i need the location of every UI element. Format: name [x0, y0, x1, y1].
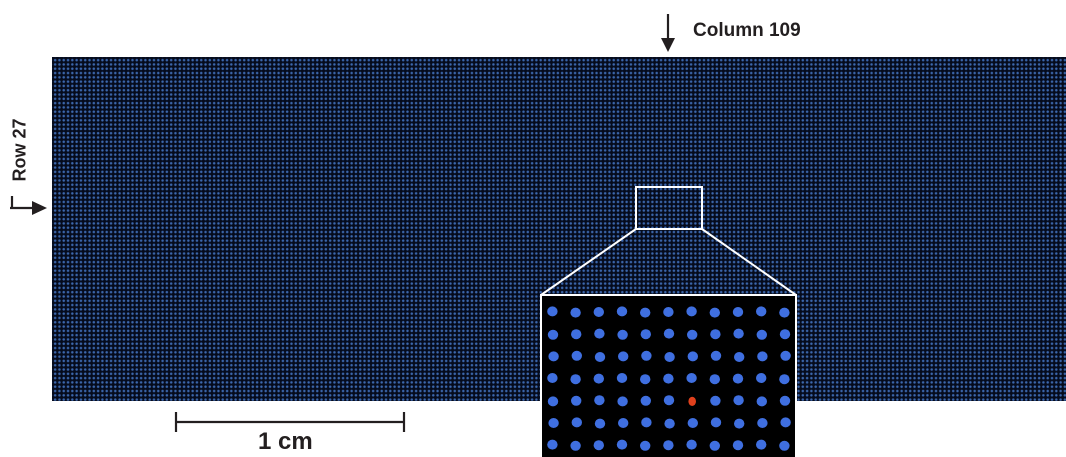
array-spot — [594, 395, 605, 406]
array-spot — [756, 306, 767, 317]
array-spot — [756, 373, 767, 383]
array-spot — [709, 374, 720, 385]
array-spot — [593, 307, 604, 317]
array-spot — [570, 440, 581, 451]
array-spot — [571, 395, 582, 406]
scale-bar-label: 1 cm — [258, 428, 313, 455]
array-spot — [663, 328, 675, 339]
array-spot — [547, 439, 558, 450]
array-spot — [734, 352, 745, 362]
array-spot — [686, 439, 697, 450]
array-spot — [593, 440, 604, 451]
array-spot — [710, 417, 722, 428]
array-spot — [686, 373, 697, 383]
array-spot — [663, 373, 674, 384]
array-spot — [687, 351, 698, 362]
array-spot — [756, 396, 767, 407]
zoom-inset-spots — [547, 306, 791, 451]
row-arrow-head — [32, 201, 47, 215]
array-spot — [732, 307, 744, 317]
array-spot — [640, 440, 651, 451]
array-spot — [663, 440, 674, 451]
array-spot — [709, 307, 720, 318]
array-spot — [779, 329, 791, 340]
array-spot — [734, 418, 745, 429]
array-spot — [548, 351, 559, 362]
array-spot — [640, 374, 651, 385]
array-spot — [779, 395, 791, 406]
array-spot — [594, 328, 605, 339]
array-spot — [687, 418, 698, 428]
row-label-container: Row 27 — [6, 106, 34, 194]
array-spot — [780, 350, 791, 361]
array-spot — [547, 306, 558, 317]
array-spot — [618, 351, 629, 362]
highlighted-spot — [688, 396, 696, 406]
array-spot — [547, 329, 559, 340]
array-spot — [756, 439, 767, 450]
array-spot — [640, 329, 651, 340]
array-spot — [640, 395, 651, 406]
array-spot — [641, 417, 652, 428]
array-spot — [733, 395, 744, 406]
array-spot — [548, 418, 559, 428]
array-spot — [733, 328, 744, 339]
array-spot — [570, 307, 581, 318]
array-spot — [664, 418, 675, 429]
array-spot — [570, 374, 581, 385]
array-spot — [687, 329, 698, 340]
array-spot — [593, 373, 604, 384]
array-spot — [617, 329, 628, 340]
array-spot — [710, 350, 722, 361]
column-arrow-head — [661, 38, 675, 52]
array-spot — [732, 373, 744, 384]
array-spot — [571, 350, 582, 361]
array-spot — [709, 440, 720, 451]
array-spot — [571, 329, 582, 340]
array-spot — [664, 352, 675, 362]
array-spot — [757, 351, 768, 362]
array-spot — [663, 307, 674, 317]
array-spot — [617, 396, 628, 407]
array-spot — [571, 417, 582, 428]
array-spot — [616, 373, 628, 383]
zoom-inset — [540, 294, 797, 457]
array-spot — [547, 373, 558, 383]
array-spot — [732, 440, 744, 451]
array-spot — [594, 352, 606, 362]
array-spot — [779, 307, 790, 318]
array-spot — [779, 440, 790, 451]
array-spot — [780, 417, 791, 428]
column-label: Column 109 — [693, 20, 801, 41]
array-spot — [710, 329, 721, 340]
array-spot — [757, 418, 768, 428]
array-spot — [618, 418, 629, 428]
array-spot — [547, 396, 559, 407]
row-label: Row 27 — [9, 118, 30, 182]
array-spot — [756, 329, 767, 340]
array-spot — [641, 350, 652, 361]
array-spot — [710, 395, 721, 406]
array-spot — [594, 418, 606, 429]
array-spot — [663, 395, 675, 406]
array-spot — [616, 306, 628, 317]
array-spot — [686, 306, 697, 317]
array-spot — [640, 307, 651, 318]
array-spot — [616, 439, 628, 450]
array-spot — [779, 374, 790, 385]
